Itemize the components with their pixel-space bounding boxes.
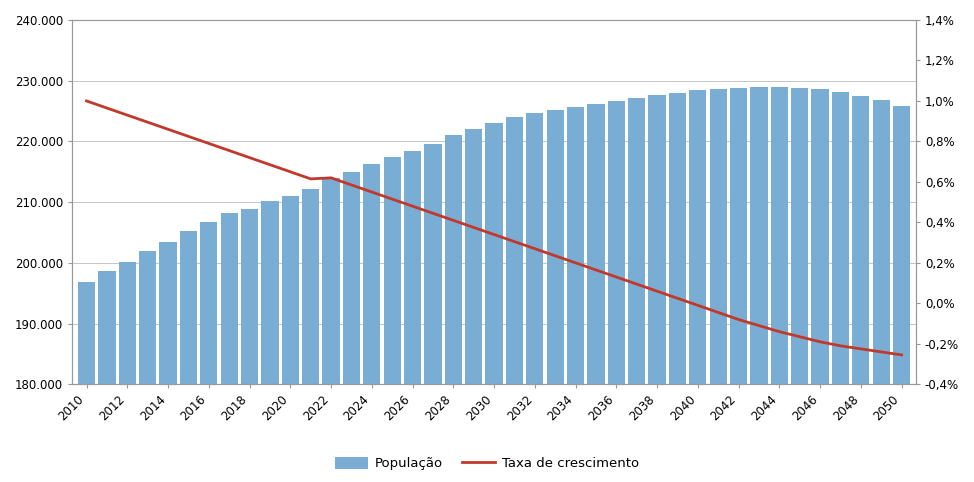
Bar bbox=[587, 104, 605, 482]
Bar bbox=[690, 91, 706, 482]
Bar bbox=[750, 87, 768, 482]
Bar bbox=[180, 231, 197, 482]
Bar bbox=[608, 101, 625, 482]
Bar bbox=[811, 89, 829, 482]
Bar bbox=[425, 145, 441, 482]
Bar bbox=[628, 98, 646, 482]
Bar bbox=[649, 95, 666, 482]
Bar bbox=[770, 87, 788, 482]
Bar bbox=[526, 113, 543, 482]
Bar bbox=[261, 201, 279, 482]
Bar bbox=[893, 106, 911, 482]
Bar bbox=[302, 189, 319, 482]
Bar bbox=[78, 282, 95, 482]
Bar bbox=[241, 209, 258, 482]
Bar bbox=[281, 196, 299, 482]
Bar bbox=[546, 110, 564, 482]
Bar bbox=[220, 213, 238, 482]
Bar bbox=[343, 172, 360, 482]
Bar bbox=[832, 92, 849, 482]
Bar bbox=[363, 164, 381, 482]
Bar bbox=[160, 241, 176, 482]
Bar bbox=[384, 157, 401, 482]
Bar bbox=[730, 88, 747, 482]
Bar bbox=[485, 123, 503, 482]
Bar bbox=[791, 88, 808, 482]
Bar bbox=[98, 271, 116, 482]
Bar bbox=[119, 262, 136, 482]
Bar bbox=[567, 107, 584, 482]
Bar bbox=[852, 96, 870, 482]
Bar bbox=[322, 178, 340, 482]
Bar bbox=[506, 117, 523, 482]
Bar bbox=[200, 222, 217, 482]
Legend: População, Taxa de crescimento: População, Taxa de crescimento bbox=[329, 452, 645, 475]
Bar bbox=[669, 93, 686, 482]
Bar bbox=[404, 150, 421, 482]
Bar bbox=[709, 89, 727, 482]
Bar bbox=[445, 135, 462, 482]
Bar bbox=[465, 129, 482, 482]
Bar bbox=[873, 100, 890, 482]
Bar bbox=[139, 251, 157, 482]
